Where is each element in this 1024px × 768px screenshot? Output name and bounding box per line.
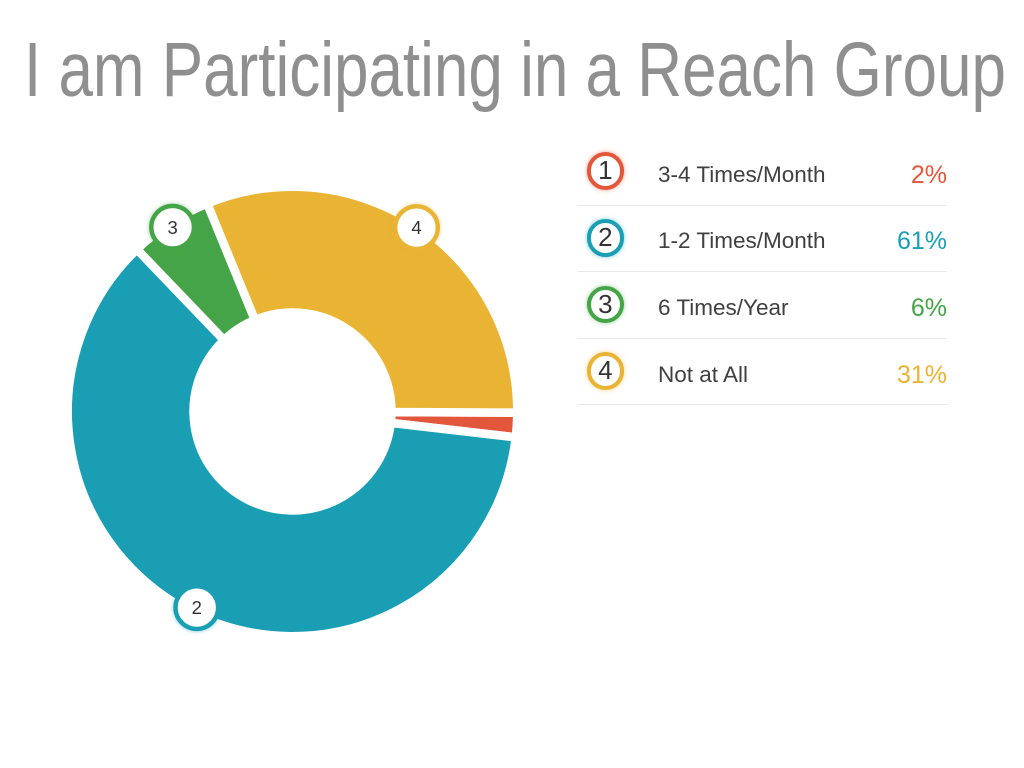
svg-text:3: 3 (167, 217, 177, 238)
svg-text:4: 4 (411, 217, 421, 238)
svg-text:2: 2 (192, 597, 202, 618)
